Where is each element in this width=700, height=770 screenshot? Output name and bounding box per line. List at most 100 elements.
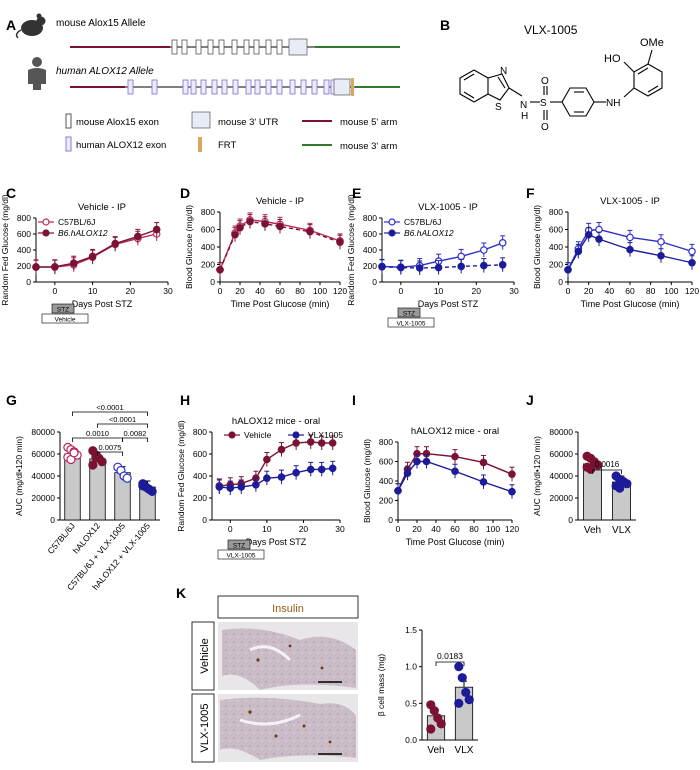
human-exon <box>127 79 134 95</box>
x-tick-label: 30 <box>509 286 519 296</box>
benzothiazole-benzene <box>459 69 489 103</box>
data-point <box>451 452 459 461</box>
data-point <box>454 662 464 672</box>
data-point <box>306 465 315 474</box>
legend-frt: FRT <box>218 140 236 151</box>
x-tick-label: 20 <box>126 286 136 296</box>
chart-e: VLX-1005 - IP 0 200 400 600 800 0 10 20 30 Days Po… <box>346 194 519 327</box>
data-point <box>88 460 98 470</box>
y-axis-label: Random Fed Glucose (mg/dl) <box>0 194 10 306</box>
treatment-box <box>217 549 265 560</box>
human-exon <box>211 79 218 95</box>
x-tick-label: 20 <box>299 524 309 534</box>
compound-title: VLX-1005 <box>524 23 578 37</box>
legend-utr-swatch <box>191 111 211 129</box>
legend-frt-swatch <box>198 137 202 152</box>
y-axis-label: Blood Glucose (mg/dl) <box>362 439 372 523</box>
y-tick-label: 400 <box>379 476 393 486</box>
significance-bracket <box>435 661 465 666</box>
stz-label: STZ <box>233 543 245 550</box>
x-tick-label: 120 <box>505 524 519 534</box>
x-tick-label: 0 <box>396 524 401 534</box>
stz-box <box>227 539 251 550</box>
p-value: 0.0183 <box>437 651 463 661</box>
x-tick-label: 40 <box>605 286 615 296</box>
data-point <box>480 246 488 254</box>
data-point <box>134 232 142 241</box>
insulin-header-box <box>217 595 359 619</box>
x-tick-label: 0 <box>228 524 233 534</box>
y-tick-label: 0.0 <box>405 735 417 745</box>
mouse-exon <box>195 39 202 55</box>
data-point <box>378 262 386 271</box>
x-tick-label: 100 <box>313 286 327 296</box>
x-tick-label: 10 <box>262 524 272 534</box>
x-axis-label: Days Post STZ <box>246 537 307 547</box>
y-axis-label: Random Fed Glucose (mg/dl) <box>346 194 356 306</box>
mouse-silhouette-icon <box>15 13 46 39</box>
chart-g: 0 20000 40000 60000 80000 AUC (mg/dl•120 min)… <box>14 403 160 592</box>
data-point <box>508 487 516 496</box>
mouse-exon <box>265 39 272 55</box>
x-tick-label: 0 <box>52 286 57 296</box>
vlx-tissue <box>220 697 356 760</box>
data-point <box>328 464 337 473</box>
y-tick-label: 0 <box>372 277 377 287</box>
atom-s: S <box>540 98 547 109</box>
data-point <box>415 264 424 272</box>
y-tick-label: 400 <box>549 242 563 252</box>
data-point <box>252 480 260 489</box>
x-tick-label: 100 <box>486 524 500 534</box>
y-tick-label: 0 <box>388 515 393 525</box>
x-tick-label: 10 <box>88 286 98 296</box>
data-point <box>622 479 632 489</box>
y-tick-label: 0 <box>210 277 215 287</box>
data-point <box>615 483 625 493</box>
panel-label-e: E <box>352 185 361 201</box>
stz-label: STZ <box>57 307 69 314</box>
y-tick-label: 200 <box>363 261 377 271</box>
y-tick-label: 80000 <box>549 427 573 437</box>
x-tick-label: 20 <box>472 286 482 296</box>
bar <box>64 453 81 521</box>
data-point <box>457 262 466 271</box>
data-point <box>276 222 284 231</box>
atom-n-sulfonamide: N <box>520 100 527 111</box>
mouse-exon <box>181 39 188 55</box>
panel-k-images: Insulin Vehicle VLX-1005 <box>191 595 359 763</box>
chart-title: hALOX12 mice - oral <box>411 426 499 437</box>
data-point <box>595 235 603 243</box>
treatment-label: VLX-1005 <box>397 321 426 328</box>
data-point <box>111 239 120 248</box>
chart-d: Vehicle - IP 0 200 400 600 800 0 20 40 60 80 100 120… <box>184 196 347 309</box>
data-point <box>436 719 446 729</box>
human-exon <box>289 79 296 95</box>
data-point <box>498 239 507 247</box>
category-label: Veh <box>427 745 444 756</box>
p-value: <0.0001 <box>109 415 136 424</box>
data-point <box>306 227 314 236</box>
y-tick-label: 200 <box>201 260 215 270</box>
treatment-box <box>387 317 435 328</box>
y-tick-label: 600 <box>379 457 393 467</box>
y-tick-label: 0.5 <box>405 698 417 708</box>
data-point <box>122 473 132 483</box>
atom-o2: O <box>541 122 549 133</box>
x-axis-label: Time Post Glucose (min) <box>231 299 330 309</box>
panel-label-g: G <box>6 392 17 408</box>
panel-b: VLX-1005 S N N H S O O NH HO <box>459 23 664 133</box>
data-point <box>88 252 97 261</box>
chart-title: VLX-1005 - IP <box>600 196 660 207</box>
y-tick-label: 600 <box>549 225 563 235</box>
significance-bracket <box>97 423 148 428</box>
p-value: 0.0082 <box>124 429 147 438</box>
chart-i: hALOX12 mice - oral 0 200 400 600 800 0 20 40 60 8… <box>362 426 519 547</box>
y-tick-label: 400 <box>17 245 31 255</box>
stz-label: STZ <box>403 311 415 318</box>
frt-marker <box>351 78 354 96</box>
series-line <box>219 467 333 489</box>
data-point <box>426 724 436 734</box>
data-point <box>97 457 107 467</box>
legend-label: VLX1005 <box>308 430 343 440</box>
